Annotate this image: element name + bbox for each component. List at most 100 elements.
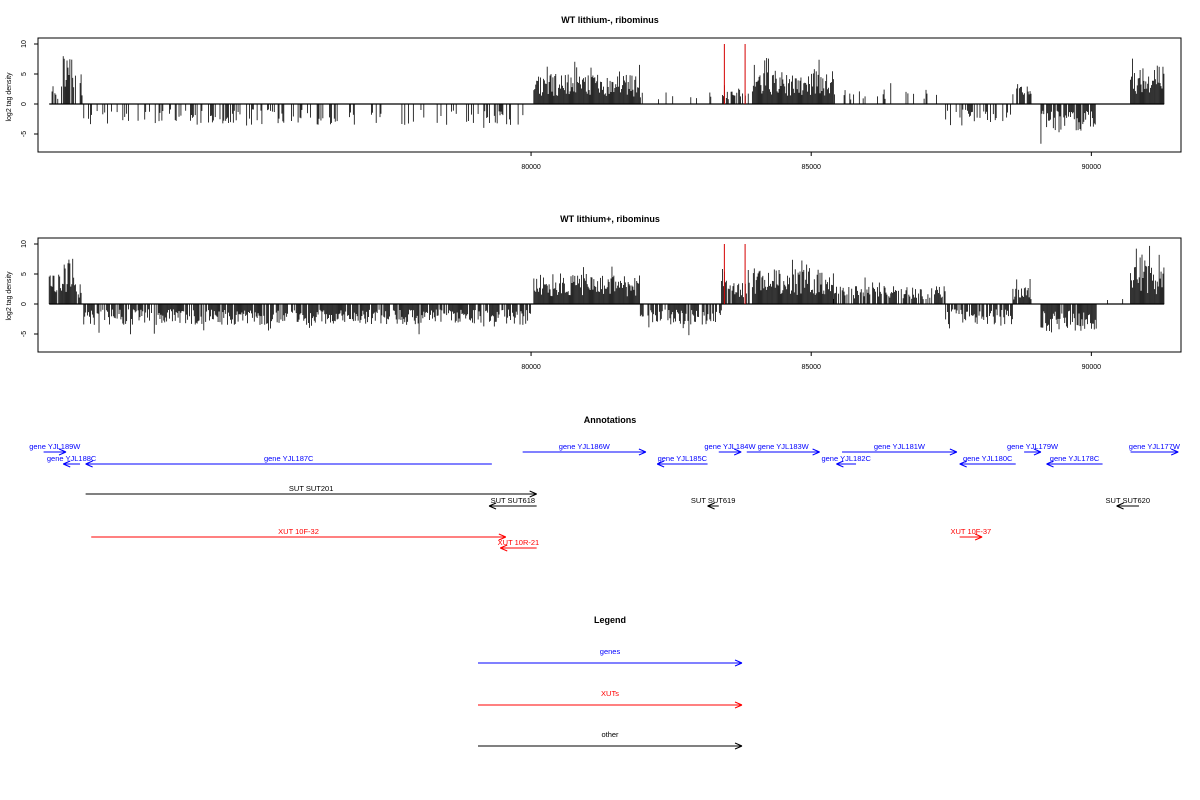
- feature-arrow-head: [707, 502, 715, 507]
- panel-1-title: WT lithium-, ribominus: [561, 15, 659, 25]
- feature-arrow-head: [734, 662, 743, 667]
- feature-arrow-head: [1116, 502, 1124, 507]
- x-tick-label: 80000: [521, 364, 541, 371]
- panel-1-bars: [49, 56, 1165, 144]
- feature-arrow-head: [1033, 448, 1042, 453]
- x-tick-label: 90000: [1082, 164, 1102, 171]
- annotation-feature: gene YJL181W: [842, 442, 958, 456]
- feature-arrow-head: [974, 536, 983, 541]
- annotation-label: XUT 10F-32: [278, 527, 319, 536]
- y-tick-label: 0: [21, 302, 28, 306]
- feature-arrow-head: [498, 533, 507, 538]
- annotation-label: gene YJL177W: [1129, 442, 1181, 451]
- panel-2-markers: [723, 244, 746, 304]
- annotation-label: gene YJL186W: [559, 442, 611, 451]
- feature-arrow-head: [734, 659, 743, 664]
- feature-arrow-head: [1116, 505, 1124, 510]
- annotation-feature: SUT SUT618: [488, 496, 537, 510]
- feature-arrow-head: [58, 448, 67, 453]
- annotation-feature: gene YJL182C: [821, 454, 872, 468]
- annotation-feature: SUT SUT619: [691, 496, 735, 510]
- annotation-label: gene YJL179W: [1007, 442, 1059, 451]
- feature-arrow-head: [656, 463, 665, 468]
- feature-arrow-head: [85, 460, 93, 465]
- y-tick-label: -5: [21, 131, 28, 137]
- y-tick-label: 5: [21, 72, 28, 76]
- x-tick-label: 80000: [521, 164, 541, 171]
- panel-2-bars: [48, 245, 1165, 336]
- annotation-label: gene YJL183W: [758, 442, 810, 451]
- y-tick-label: -5: [21, 331, 28, 337]
- annotation-label: XUT 10F-37: [951, 527, 992, 536]
- annotation-label: SUT SUT619: [691, 496, 735, 505]
- feature-arrow-head: [949, 451, 958, 456]
- annotation-feature: gene YJL184W: [704, 442, 756, 456]
- annotation-label: gene YJL178C: [1050, 454, 1100, 463]
- panel-1-frame: [37, 37, 1182, 153]
- y-tick-label: 10: [21, 240, 28, 248]
- annotation-feature: XUT 10F-32: [91, 527, 507, 541]
- feature-arrow-head: [63, 463, 71, 468]
- feature-arrow-head: [500, 547, 508, 552]
- annotation-label: gene YJL182C: [821, 454, 871, 463]
- feature-arrow-head: [836, 463, 844, 468]
- annotation-feature: gene YJL188C: [47, 454, 97, 468]
- feature-arrow-head: [949, 448, 958, 453]
- x-tick-label: 85000: [801, 164, 821, 171]
- annotation-feature: gene YJL179W: [1007, 442, 1059, 456]
- annotation-label: gene YJL184W: [704, 442, 756, 451]
- panel-1-markers: [723, 44, 746, 104]
- legend-label: XUTs: [601, 689, 619, 698]
- x-tick-label: 90000: [1082, 364, 1102, 371]
- feature-arrow-head: [734, 704, 743, 709]
- feature-arrow-head: [836, 460, 844, 465]
- annotation-feature: gene YJL185C: [656, 454, 708, 468]
- feature-arrow-head: [498, 536, 507, 541]
- feature-arrow-head: [1046, 460, 1054, 465]
- legend-label: genes: [600, 647, 621, 656]
- annotation-feature: gene YJL187C: [85, 454, 492, 468]
- feature-arrow-head: [812, 448, 820, 453]
- feature-arrow-head: [500, 544, 508, 549]
- panel-2-y-axis: -5 0 5 10: [21, 240, 38, 337]
- panel-2-x-axis: 80000 85000 90000: [521, 352, 1101, 371]
- annotation-feature: gene YJL183W: [746, 442, 820, 456]
- panel-1-ylabel: log2 tag density: [6, 72, 13, 122]
- feature-arrow-head: [812, 451, 820, 456]
- legend-entries: genes XUTs other: [478, 647, 743, 750]
- annotation-feature: gene YJL186W: [522, 442, 647, 456]
- annotation-label: SUT SUT620: [1106, 496, 1150, 505]
- legend-entry: genes: [478, 647, 743, 667]
- annotation-label: gene YJL181W: [874, 442, 926, 451]
- feature-arrow-head: [529, 493, 537, 498]
- feature-arrow-head: [733, 451, 742, 456]
- feature-arrow-head: [1033, 451, 1042, 456]
- annotation-feature: gene YJL180C: [959, 454, 1016, 468]
- annotation-features: gene YJL189W gene YJL188C gene YJL187C gene…: [29, 442, 1181, 552]
- legend-panel: Legend genes XUTs other: [478, 615, 743, 750]
- annotation-feature: XUT 10F-37: [951, 527, 992, 541]
- feature-arrow-head: [638, 448, 647, 453]
- y-tick-label: 0: [21, 102, 28, 106]
- feature-arrow-head: [488, 505, 497, 510]
- legend-title: Legend: [594, 615, 626, 625]
- feature-arrow-head: [1171, 448, 1179, 453]
- annotation-label: XUT 10R-21: [498, 538, 540, 547]
- annotation-feature: gene YJL177W: [1129, 442, 1181, 456]
- annotation-label: SUT SUT201: [289, 484, 333, 493]
- annotation-feature: SUT SUT620: [1106, 496, 1150, 510]
- feature-arrow-head: [85, 463, 93, 468]
- feature-arrow-head: [733, 448, 742, 453]
- legend-label: other: [601, 730, 619, 739]
- legend-entry: other: [478, 730, 743, 750]
- feature-arrow-head: [1046, 463, 1054, 468]
- annotations-title: Annotations: [584, 415, 637, 425]
- feature-arrow-head: [656, 460, 665, 465]
- y-tick-label: 10: [21, 40, 28, 48]
- feature-arrow-head: [58, 451, 67, 456]
- panel-2-ylabel: log2 tag density: [6, 271, 13, 321]
- feature-arrow-head: [959, 460, 967, 465]
- feature-arrow-head: [488, 502, 497, 507]
